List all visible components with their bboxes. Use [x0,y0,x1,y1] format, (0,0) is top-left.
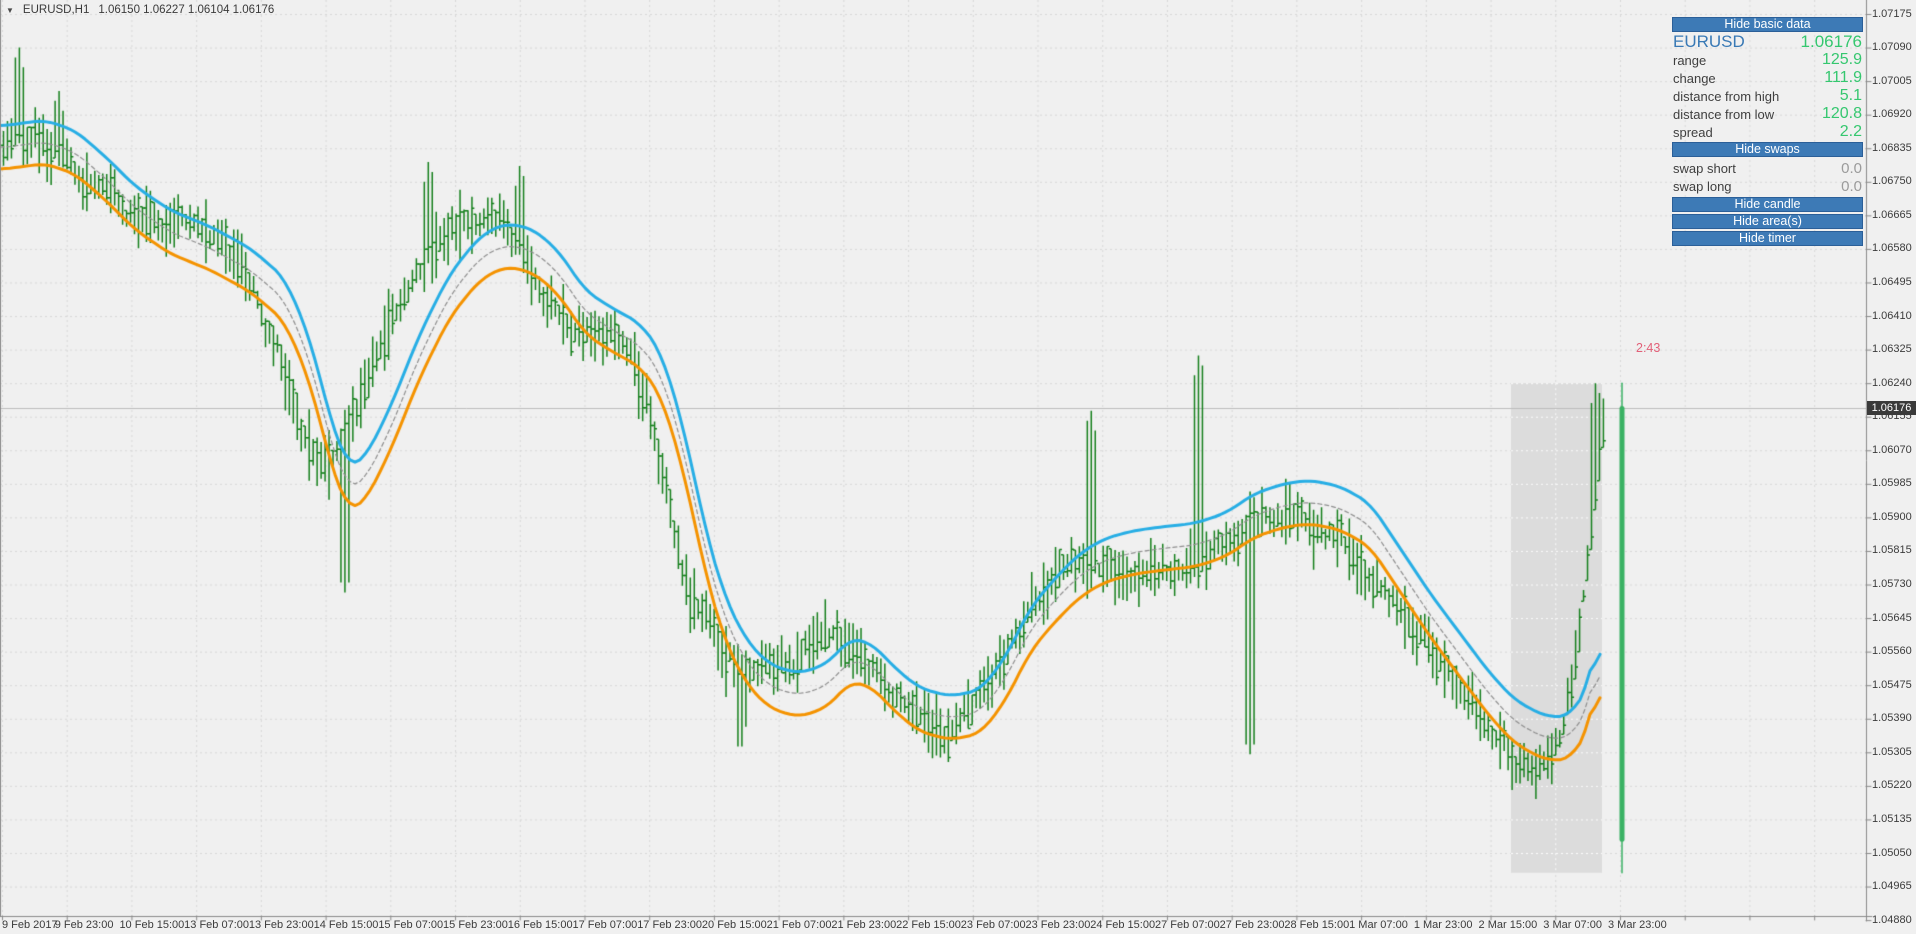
stat-row-spread: spread 2.2 [1672,123,1863,141]
price-axis-label: 1.05645 [1872,611,1912,624]
time-axis-label: 2 Mar 15:00 [1478,919,1538,931]
candle-close-timer: 2:43 [1636,341,1661,355]
price-axis-label: 1.05390 [1872,712,1912,725]
chart-window-title: ▼ EURUSD,H1 1.06150 1.06227 1.06104 1.06… [6,4,274,16]
hide-swaps-button[interactable]: Hide swaps [1672,142,1863,157]
price-axis-label: 1.05985 [1872,477,1912,490]
time-axis-label: 1 Mar 23:00 [1413,919,1473,931]
swap-value: 0.0 [1841,159,1862,177]
time-axis-label: 16 Feb 15:00 [507,919,573,931]
price-axis-label: 1.07005 [1872,74,1912,87]
price-axis-label: 1.06240 [1872,376,1912,389]
symbol-row: EURUSD 1.06176 [1672,32,1863,51]
price-axis-label: 1.05730 [1872,578,1912,591]
price-axis-label: 1.06410 [1872,309,1912,322]
price-axis-label: 1.07175 [1872,7,1912,20]
stat-label: distance from low [1673,106,1775,122]
stat-label: change [1673,70,1716,86]
price-axis-label: 1.05135 [1872,812,1912,825]
time-axis-label: 14 Feb 15:00 [313,919,379,931]
time-axis-label: 20 Feb 15:00 [701,919,767,931]
price-axis-label: 1.04965 [1872,880,1912,893]
stat-row-change: change 111.9 [1672,69,1863,87]
price-axis-label: 1.05560 [1872,645,1912,658]
swap-label: swap long [1673,178,1732,194]
price-axis-label: 1.05220 [1872,779,1912,792]
time-axis-label: 9 Feb 2017 [2,919,58,931]
price-axis-label: 1.06665 [1872,208,1912,221]
price-axis-label: 1.07090 [1872,41,1912,54]
hide-candle-button[interactable]: Hide candle [1672,197,1863,212]
price-axis-label: 1.06750 [1872,175,1912,188]
time-axis-label: 9 Feb 23:00 [54,919,114,931]
hide-basic-data-button[interactable]: Hide basic data [1672,17,1863,32]
swap-short-row: swap short 0.0 [1672,159,1863,177]
ohlc-values-label: 1.06150 1.06227 1.06104 1.06176 [98,4,275,16]
price-axis-label: 1.05900 [1872,510,1912,523]
symbol-period-label: EURUSD,H1 [22,4,90,16]
hide-timer-button[interactable]: Hide timer [1672,231,1863,246]
time-axis-label: 10 Feb 15:00 [119,919,185,931]
price-axis-label: 1.05475 [1872,678,1912,691]
hide-areas-button[interactable]: Hide area(s) [1672,214,1863,229]
time-axis-label: 28 Feb 15:00 [1284,919,1350,931]
swap-label: swap short [1673,160,1736,176]
price-axis-label: 1.05305 [1872,745,1912,758]
price-axis-label: 1.06580 [1872,242,1912,255]
price-axis-label: 1.05815 [1872,544,1912,557]
price-axis-label: 1.06070 [1872,443,1912,456]
time-axis-label: 15 Feb 23:00 [443,919,508,931]
time-axis-label: 17 Feb 07:00 [572,919,638,931]
time-axis-label: 27 Feb 23:00 [1219,919,1285,931]
time-axis-label: 22 Feb 15:00 [896,919,961,931]
time-axis-label: 23 Feb 07:00 [960,919,1026,931]
time-axis-label: 1 Mar 07:00 [1349,919,1408,931]
time-axis-label: 3 Mar 23:00 [1608,919,1667,931]
stat-label: spread [1673,124,1713,140]
price-axis-label: 1.06920 [1872,108,1912,121]
swap-value: 0.0 [1841,177,1862,195]
current-price-tag: 1.06176 [1867,401,1916,416]
stat-label: range [1673,52,1707,68]
chevron-down-icon[interactable]: ▼ [6,5,14,15]
stat-row-distance-from-low: distance from low 120.8 [1672,105,1863,123]
time-axis-label: 21 Feb 23:00 [831,919,897,931]
stat-value: 111.9 [1824,69,1862,86]
time-axis-label: 27 Feb 07:00 [1154,919,1220,931]
stat-label: distance from high [1673,88,1780,104]
time-axis-label: 3 Mar 07:00 [1543,919,1602,931]
price-axis-label: 1.05050 [1872,846,1912,859]
indicator-panel: Hide basic data EURUSD 1.06176 range 125… [1672,17,1863,246]
stat-row-range: range 125.9 [1672,51,1863,69]
price-axis-label: 1.06325 [1872,343,1912,356]
time-axis-label: 23 Feb 23:00 [1025,919,1091,931]
time-axis-label: 24 Feb 15:00 [1090,919,1156,931]
time-axis-label: 21 Feb 07:00 [766,919,832,931]
stat-value: 2.2 [1839,123,1862,140]
time-axis-label: 15 Feb 07:00 [378,919,444,931]
price-axis-label: 1.04880 [1872,913,1912,926]
time-axis-label: 13 Feb 23:00 [248,919,314,931]
time-axis-label: 13 Feb 07:00 [184,919,249,931]
swap-long-row: swap long 0.0 [1672,177,1863,195]
stat-value: 125.9 [1821,51,1862,68]
symbol-price-value: 1.06176 [1800,31,1862,51]
stat-row-distance-from-high: distance from high 5.1 [1672,87,1863,105]
price-axis-label: 1.06495 [1872,275,1912,288]
stat-value: 120.8 [1821,105,1862,122]
price-axis-label: 1.06835 [1872,141,1912,154]
time-axis-label: 17 Feb 23:00 [637,919,703,931]
stat-value: 5.1 [1839,87,1862,104]
symbol-label: EURUSD [1673,31,1745,51]
